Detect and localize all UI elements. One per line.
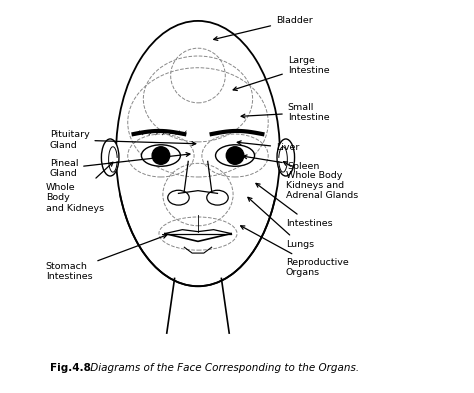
- Ellipse shape: [101, 139, 119, 176]
- Text: Intestines: Intestines: [256, 184, 332, 228]
- Text: Pituitary
Gland: Pituitary Gland: [50, 130, 196, 150]
- Text: Whole
Body
and Kidneys: Whole Body and Kidneys: [46, 162, 113, 213]
- Text: Pineal
Gland: Pineal Gland: [50, 152, 190, 178]
- Text: Diagrams of the Face Corresponding to the Organs.: Diagrams of the Face Corresponding to th…: [87, 363, 359, 373]
- Text: Large
Intestine: Large Intestine: [233, 56, 329, 90]
- Text: Small
Intestine: Small Intestine: [241, 103, 329, 122]
- Text: Bladder: Bladder: [214, 16, 313, 40]
- Ellipse shape: [277, 139, 294, 176]
- Text: Spleen: Spleen: [243, 155, 320, 171]
- Ellipse shape: [226, 147, 244, 164]
- Text: Whole Body
Kidneys and
Adrenal Glands: Whole Body Kidneys and Adrenal Glands: [283, 162, 358, 200]
- Ellipse shape: [141, 145, 181, 166]
- Ellipse shape: [152, 147, 170, 164]
- Text: Fig.4.8: Fig.4.8: [50, 363, 91, 373]
- Ellipse shape: [216, 145, 255, 166]
- Text: Reproductive
Organs: Reproductive Organs: [241, 226, 348, 277]
- Text: Lungs: Lungs: [248, 197, 314, 249]
- Text: Stomach
Intestines: Stomach Intestines: [46, 235, 167, 281]
- Text: Liver: Liver: [237, 141, 300, 152]
